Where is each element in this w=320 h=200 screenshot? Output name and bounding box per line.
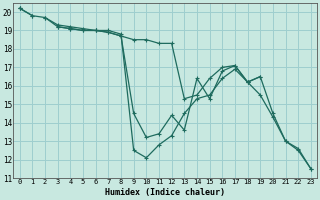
X-axis label: Humidex (Indice chaleur): Humidex (Indice chaleur) [105, 188, 225, 197]
